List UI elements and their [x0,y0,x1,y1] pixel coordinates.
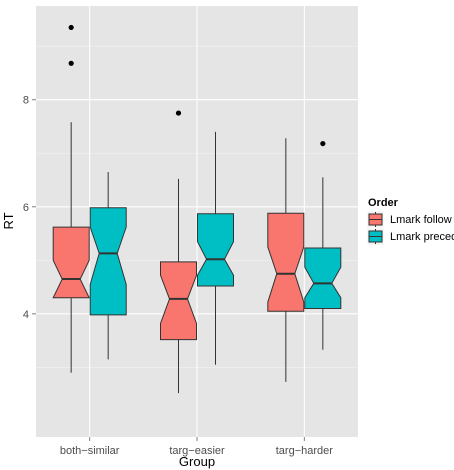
legend-title: Order [368,197,399,209]
x-tick-label: both−similar [60,445,120,457]
box-series [52,24,342,394]
notched-box [89,207,127,316]
notched-box [267,212,305,312]
outlier-point [175,110,182,116]
legend-item-lmark-precede: Lmark precede [366,227,454,246]
legend: Order Lmark follow Lmark precede [366,197,454,246]
box-lmark-follow-1 [160,110,197,394]
y-tick-label: 8 [23,95,29,107]
grid-lines [36,6,358,437]
notched-box [160,261,197,341]
box-lmark-precede-1 [197,131,234,365]
notched-box [304,247,342,309]
y-tick-label: 4 [23,309,29,321]
legend-label: Lmark precede [390,231,454,243]
x-tick-label: targ−harder [276,445,334,457]
box-lmark-follow-0 [52,24,90,373]
x-axis-title: Group [179,454,215,469]
x-axis: both−similar targ−easier targ−harder [60,437,333,457]
notched-box [52,226,90,299]
outlier-point [68,24,74,31]
y-axis: 4 6 8 [23,95,36,321]
box-lmark-follow-2 [267,138,305,382]
y-tick-label: 6 [23,202,29,214]
outlier-point [320,140,326,147]
outlier-point [68,60,74,66]
box-lmark-precede-2 [304,140,342,350]
notched-box [197,213,234,287]
box-lmark-precede-0 [89,171,127,360]
y-axis-title: RT [1,212,16,229]
legend-label: Lmark follow [390,214,452,226]
legend-item-lmark-follow: Lmark follow [366,210,452,229]
x-tick-label: targ−easier [169,445,225,457]
